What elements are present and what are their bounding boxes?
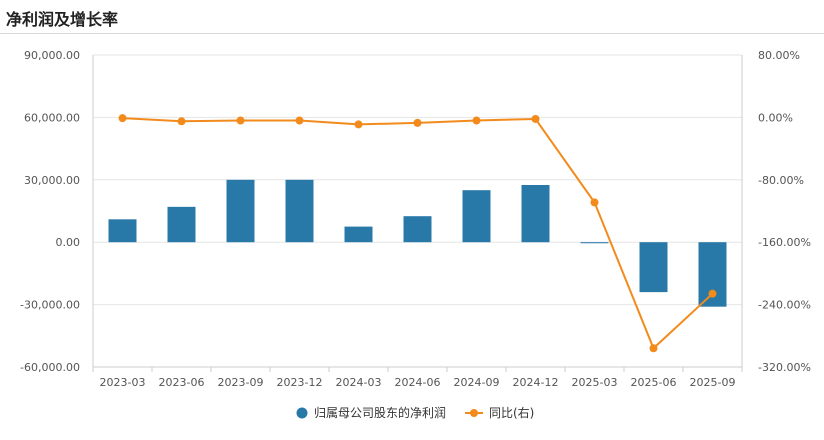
bar [521, 185, 550, 243]
right-axis-tick-label: -320.00% [758, 361, 811, 374]
growth-point [708, 289, 717, 298]
bar [403, 216, 432, 243]
growth-point [413, 118, 422, 127]
bar [639, 242, 668, 293]
growth-point [472, 116, 481, 125]
legend-line-label: 同比(右) [489, 405, 534, 420]
growth-point [295, 116, 304, 125]
left-axis-tick-label: -60,000.00 [20, 361, 80, 374]
right-axis-tick-label: -240.00% [758, 299, 811, 312]
x-axis-tick-label: 2025-06 [631, 376, 677, 389]
chart-header: 净利润及增长率 [0, 0, 824, 34]
bar [344, 226, 373, 243]
left-axis-tick-label: 0.00 [56, 236, 81, 249]
x-axis-tick-label: 2025-03 [572, 376, 618, 389]
bar [462, 190, 491, 243]
bar-series [108, 179, 727, 307]
bar [285, 179, 314, 243]
right-axis-tick-label: -160.00% [758, 236, 811, 249]
x-axis-tick-label: 2024-03 [336, 376, 382, 389]
growth-point [354, 120, 363, 129]
right-axis-tick-label: 0.00% [758, 111, 793, 124]
x-axis-tick-label: 2024-09 [454, 376, 500, 389]
growth-point [236, 116, 245, 125]
legend-bar-marker [296, 407, 308, 419]
growth-point [531, 114, 540, 123]
chart-title: 净利润及增长率 [6, 10, 119, 29]
x-axis-tick-label: 2025-09 [690, 376, 736, 389]
x-axis-tick-label: 2023-09 [218, 376, 264, 389]
tick-labels: 90,000.00 80.00% 60,000.00 0.00% 30,000.00 -8… [20, 49, 811, 389]
axes [92, 55, 743, 372]
left-axis-tick-label: 90,000.00 [24, 49, 80, 62]
left-axis-tick-label: -30,000.00 [20, 299, 80, 312]
legend-line-point [470, 409, 478, 417]
bar [167, 206, 196, 243]
x-axis-tick-label: 2024-12 [513, 376, 559, 389]
x-axis-tick-label: 2023-06 [159, 376, 205, 389]
bar [226, 179, 255, 243]
right-axis-tick-label: -80.00% [758, 174, 804, 187]
left-axis-tick-label: 60,000.00 [24, 111, 80, 124]
growth-point [590, 198, 599, 207]
x-axis-tick-label: 2023-12 [277, 376, 323, 389]
growth-point [118, 114, 127, 123]
left-axis-tick-label: 30,000.00 [24, 174, 80, 187]
legend[interactable]: 归属母公司股东的净利润 同比(右) [296, 405, 535, 420]
right-axis-tick-label: 80.00% [758, 49, 800, 62]
bar [580, 242, 609, 244]
legend-bar-label: 归属母公司股东的净利润 [314, 405, 446, 420]
growth-point [177, 117, 186, 126]
x-axis-tick-label: 2023-03 [100, 376, 146, 389]
x-axis-tick-label: 2024-06 [395, 376, 441, 389]
bar [108, 219, 137, 243]
growth-point [649, 344, 658, 353]
line-series [118, 114, 717, 353]
